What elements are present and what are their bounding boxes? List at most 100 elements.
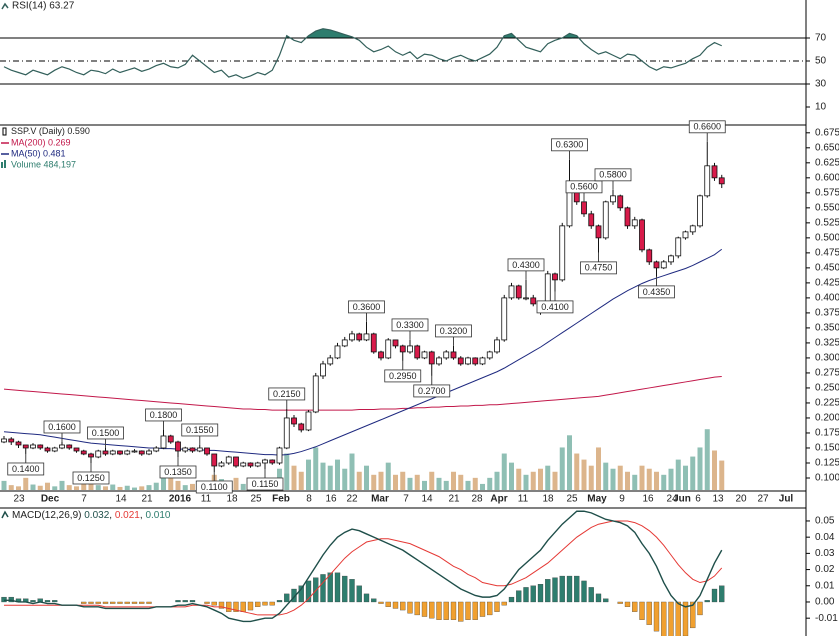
annotation-label: 0.4300: [512, 260, 540, 270]
candle-body: [189, 447, 196, 452]
x-tick-label: 18: [542, 494, 554, 505]
candle-body: [392, 339, 399, 347]
candle-body: [443, 351, 450, 359]
candle-body: [233, 456, 239, 467]
candle-body: [22, 444, 29, 449]
volume-bar: [480, 483, 485, 490]
candle-body: [240, 462, 247, 467]
histogram-bar: [588, 587, 594, 603]
candle-body: [697, 195, 703, 227]
annotation-label: 0.5600: [570, 182, 598, 192]
histogram-bar: [139, 601, 145, 604]
volume-bar: [313, 447, 319, 490]
histogram-bar: [668, 601, 674, 636]
volume-bar: [16, 486, 21, 490]
annotation-box: [565, 180, 603, 194]
candle-body: [668, 255, 674, 263]
y-tick-label: 10: [815, 102, 827, 113]
volume-bar: [23, 477, 29, 490]
sep: ,: [109, 510, 112, 521]
candle-body: [552, 273, 558, 281]
x-tick-label: 8: [306, 494, 312, 505]
candle-body: [370, 333, 377, 353]
annotation-label: 0.3200: [440, 326, 468, 336]
candle-body: [486, 351, 493, 359]
candle-body: [450, 351, 457, 359]
volume-bar: [596, 447, 601, 490]
candle-body: [8, 438, 15, 443]
volume-bar: [146, 485, 152, 490]
candle-body: [675, 237, 682, 257]
y-tick-label: 0.250: [815, 383, 839, 394]
annotation-box: [638, 285, 675, 299]
candle-body: [312, 375, 319, 413]
histogram-bar: [646, 601, 652, 625]
legend-ma50: MA(50) 0.481: [11, 148, 66, 158]
histogram-bar: [566, 575, 573, 603]
candle-body: [102, 450, 109, 455]
histogram-bar: [552, 577, 558, 603]
histogram-bar: [704, 600, 710, 603]
histogram-bar: [711, 588, 718, 603]
y-tick-label: 0.375: [815, 308, 839, 319]
candle-body: [51, 447, 58, 452]
volume-bar: [124, 485, 130, 490]
volume-bar: [117, 486, 123, 490]
volume-bar: [342, 468, 348, 490]
rsi-icon: [1, 2, 9, 10]
volume-bar: [59, 480, 65, 490]
histogram-bar: [545, 579, 551, 603]
volume-bar: [8, 485, 14, 490]
histogram-value: 0.010: [145, 510, 170, 521]
x-tick-label: 28: [471, 494, 483, 505]
legend-ma200: MA(200) 0.269: [11, 137, 71, 147]
annotation-label: 0.4750: [585, 263, 613, 273]
candle-body: [175, 441, 181, 452]
volume-bar: [385, 462, 391, 490]
volume-bar: [472, 477, 478, 490]
candle-body: [602, 201, 609, 239]
volume-bar: [298, 471, 304, 490]
candle-body: [595, 225, 602, 239]
annotation-label: 0.3300: [396, 320, 424, 330]
x-tick-label: 6: [695, 494, 701, 505]
candle-body: [298, 423, 305, 431]
histogram-bar: [675, 601, 681, 636]
macd-value: 0.032: [84, 510, 109, 521]
histogram-bar: [291, 588, 297, 603]
volume-bar: [240, 483, 246, 490]
candle-body: [211, 453, 218, 467]
candle-body: [704, 165, 711, 197]
volume-bar: [690, 456, 696, 490]
histogram-bar: [516, 590, 522, 603]
histogram-bar: [218, 601, 225, 609]
volume-bar: [574, 453, 580, 490]
histogram-bar: [458, 601, 464, 622]
candle-body: [660, 261, 667, 269]
histogram-bar: [247, 601, 254, 611]
y-tick-label: 0.400: [815, 293, 839, 304]
volume-bar: [422, 480, 427, 490]
y-tick-label: 0.675: [815, 127, 839, 138]
candle-body: [131, 450, 138, 453]
candle-body: [501, 297, 508, 341]
histogram-bar: [574, 575, 580, 603]
volume-bar: [588, 465, 594, 490]
candle-body: [305, 411, 312, 431]
candle-body: [44, 447, 51, 452]
volume-bar: [306, 459, 311, 490]
y-tick-label: 0.200: [815, 413, 839, 424]
x-tick-label: Mar: [371, 494, 389, 505]
y-tick-label: 0.450: [815, 263, 839, 274]
y-tick-label: 0.175: [815, 428, 839, 439]
legend-price: SSP.V (Daily) 0.590: [11, 126, 90, 136]
candle-body: [109, 450, 116, 455]
y-tick-label: 0.575: [815, 187, 839, 198]
histogram-bar: [95, 601, 101, 604]
histogram-bar: [182, 600, 188, 603]
candle-body: [269, 459, 276, 464]
annotation-label: 0.6300: [556, 140, 584, 150]
histogram-bar: [719, 585, 725, 603]
x-tick-label: 20: [735, 494, 747, 505]
annotation-label: 0.1350: [164, 467, 192, 477]
